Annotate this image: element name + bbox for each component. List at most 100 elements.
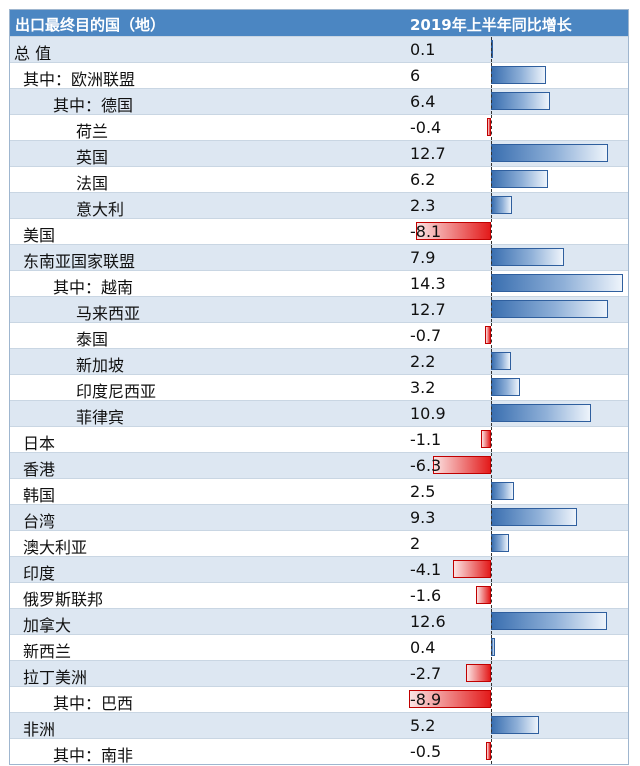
- bar-cell: [410, 37, 630, 62]
- bar-cell: [410, 323, 630, 348]
- data-bar: [480, 430, 491, 448]
- data-bar: [491, 508, 577, 526]
- zero-axis-line: [491, 245, 492, 270]
- data-bar: [416, 222, 491, 240]
- table-row: 澳大利亚 2: [10, 530, 628, 557]
- table-row: 新西兰 0.4: [10, 634, 630, 661]
- row-name: 新加坡: [76, 356, 125, 375]
- row-value: 12.7: [410, 300, 446, 319]
- data-bar: [491, 482, 514, 500]
- row-name: 菲律宾: [76, 408, 125, 427]
- table-row: 新加坡 2.2: [10, 348, 628, 375]
- bar-cell: [410, 115, 630, 140]
- row-name: 东南亚国家联盟: [23, 252, 136, 271]
- data-bar: [491, 170, 549, 188]
- zero-axis-line: [491, 63, 492, 88]
- data-bar: [466, 664, 491, 682]
- row-name: 韩国: [23, 486, 56, 505]
- table-row: 法国 6.2: [10, 166, 630, 193]
- row-value: 2.3: [410, 196, 436, 215]
- row-value: -4.1: [410, 560, 442, 579]
- table-row: 荷兰 -0.4: [10, 114, 630, 141]
- row-name: 俄罗斯联邦: [23, 590, 104, 609]
- row-value: 10.9: [410, 404, 446, 423]
- header-destination: 出口最终目的国（地）: [15, 16, 166, 34]
- zero-axis-line: [491, 219, 492, 244]
- row-name: 其中：越南: [53, 278, 134, 297]
- zero-axis-line: [491, 193, 492, 218]
- row-name: 美国: [23, 226, 56, 245]
- zero-axis-line: [491, 609, 492, 634]
- data-bar: [491, 352, 512, 370]
- data-bar: [491, 300, 608, 318]
- bar-cell: [409, 687, 630, 712]
- data-bar: [433, 456, 491, 474]
- row-name: 总 值: [14, 44, 52, 63]
- bar-cell: [410, 609, 630, 634]
- row-name: 马来西亚: [76, 304, 141, 323]
- bar-cell: [410, 167, 630, 192]
- bar-cell: [410, 713, 630, 738]
- table-row: 东南亚国家联盟 7.9: [10, 244, 628, 271]
- bar-cell: [410, 505, 630, 530]
- row-value: 3.2: [410, 378, 436, 397]
- row-value: 6.2: [410, 170, 436, 189]
- row-name: 荷兰: [76, 122, 109, 141]
- row-name: 印度尼西亚: [76, 382, 157, 401]
- bar-cell: [410, 219, 630, 244]
- bar-cell: [410, 63, 630, 88]
- row-value: 7.9: [410, 248, 436, 267]
- zero-axis-line: [491, 401, 492, 426]
- row-name: 泰国: [76, 330, 109, 349]
- row-value: 5.2: [410, 716, 436, 735]
- row-name: 新西兰: [23, 642, 72, 661]
- row-value: 9.3: [410, 508, 436, 527]
- bar-cell: [410, 271, 630, 296]
- row-value: -2.7: [410, 664, 442, 683]
- row-name: 香港: [23, 460, 56, 479]
- zero-axis-line: [491, 141, 492, 166]
- bar-cell: [410, 635, 630, 660]
- table-row: 总 值 0.1: [10, 36, 630, 63]
- bar-cell: [410, 661, 630, 686]
- table-row: 印度 -4.1: [10, 556, 628, 583]
- bar-cell: [410, 427, 630, 452]
- zero-axis-line: [491, 453, 492, 478]
- table-row: 俄罗斯联邦 -1.6: [10, 582, 628, 609]
- row-name: 其中：德国: [53, 96, 134, 115]
- table-row: 非洲 5.2: [10, 712, 630, 739]
- table-row: 韩国 2.5: [10, 478, 630, 505]
- row-value: -8.1: [410, 222, 442, 241]
- data-bar: [491, 66, 547, 84]
- row-name: 法国: [76, 174, 109, 193]
- row-value: -1.1: [410, 430, 442, 449]
- row-name: 其中：南非: [53, 746, 134, 765]
- header-growth: 2019年上半年同比增长: [410, 16, 572, 34]
- zero-axis-line: [491, 297, 492, 322]
- data-bar: [453, 560, 491, 578]
- zero-axis-line: [491, 583, 492, 608]
- row-name: 意大利: [76, 200, 125, 219]
- table-row: 美国 -8.1: [10, 218, 630, 245]
- table-row: 英国 12.7: [10, 140, 628, 167]
- data-bar: [491, 196, 513, 214]
- row-value: -0.7: [410, 326, 442, 345]
- table-row: 台湾 9.3: [10, 504, 630, 531]
- zero-axis-line: [491, 531, 492, 556]
- row-name: 印度: [23, 564, 56, 583]
- table-row: 泰国 -0.7: [10, 322, 630, 349]
- bar-cell: [410, 479, 630, 504]
- table-row: 马来西亚 12.7: [10, 296, 630, 323]
- bar-cell: [410, 453, 630, 478]
- table-row: 其中：南非 -0.5: [10, 738, 628, 765]
- data-bar: [491, 144, 608, 162]
- row-name: 日本: [23, 434, 56, 453]
- zero-axis-line: [491, 375, 492, 400]
- data-bar: [409, 690, 491, 708]
- data-bar: [491, 378, 521, 396]
- row-value: 0.1: [410, 40, 436, 59]
- bar-cell: [410, 297, 630, 322]
- row-value: -1.6: [410, 586, 442, 605]
- data-bar: [491, 612, 607, 630]
- data-bar: [491, 404, 592, 422]
